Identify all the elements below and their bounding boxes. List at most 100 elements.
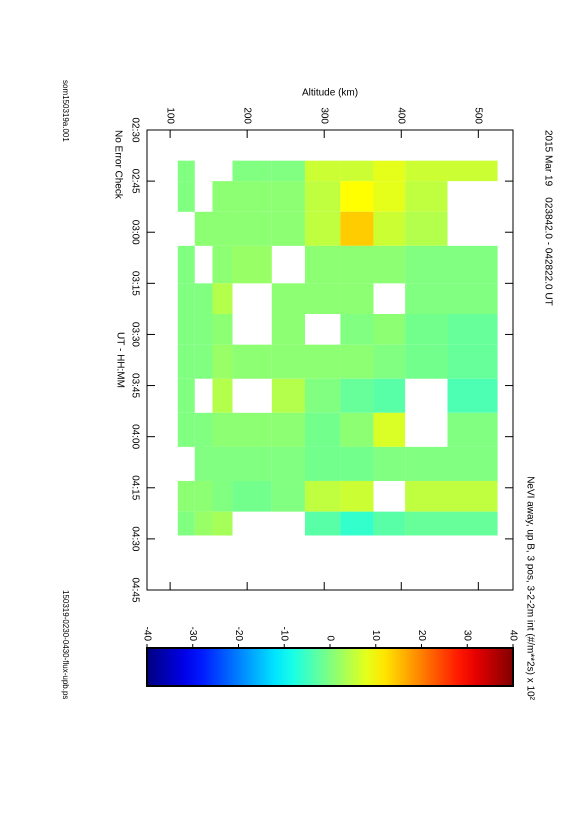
x-tick-label: 04:30 xyxy=(129,526,140,551)
heatmap-cell xyxy=(212,211,233,246)
plot-frame xyxy=(146,129,514,591)
heatmap-cell xyxy=(340,378,374,413)
heatmap-cell xyxy=(373,245,406,284)
heatmap-cell xyxy=(177,378,195,413)
heatmap-cell xyxy=(405,446,448,481)
heatmap-cell xyxy=(340,344,374,379)
heatmap-cell xyxy=(447,344,498,379)
heatmap-cell xyxy=(212,412,233,447)
heatmap-cell xyxy=(177,245,195,284)
heatmap-cell xyxy=(271,283,305,315)
heatmap-cell xyxy=(212,314,233,345)
heatmap-cell xyxy=(373,211,406,246)
heatmap-cell xyxy=(177,511,195,536)
rotated-plot: 2015 Mar 19 023842.0 - 042822.0 UT NeVI … xyxy=(61,80,553,701)
colorbar-tick-label: -30 xyxy=(187,627,198,642)
heatmap-cell xyxy=(405,480,448,512)
chart-title: 2015 Mar 19 023842.0 - 042822.0 UT xyxy=(542,130,553,306)
heatmap-cell xyxy=(340,211,374,246)
heatmap-cell xyxy=(304,480,341,512)
y-tick-label: 200 xyxy=(242,107,253,124)
heatmap-cell xyxy=(212,344,233,379)
heatmap-cell xyxy=(405,511,448,536)
heatmap-cell xyxy=(405,211,448,246)
x-tick-label: 03:45 xyxy=(129,373,140,398)
heatmap-cell xyxy=(340,412,374,447)
heatmap-cell xyxy=(373,378,406,413)
colorbar-tick-label: 40 xyxy=(507,630,518,642)
heatmap-cell xyxy=(194,211,213,246)
heatmap-cell xyxy=(405,344,448,379)
heatmap-cell xyxy=(232,181,272,212)
heatmap-cell xyxy=(271,160,305,182)
heatmap-cell xyxy=(447,378,498,413)
heatmap-cell xyxy=(304,283,341,315)
heatmap-cell xyxy=(212,283,233,315)
x-tick-label: 03:15 xyxy=(129,271,140,296)
heatmap-cell xyxy=(271,412,305,447)
x-tick-label: 03:30 xyxy=(129,322,140,347)
heatmap-cell xyxy=(194,283,213,315)
x-tick-label: 04:00 xyxy=(129,424,140,449)
x-tick-label: 02:45 xyxy=(129,169,140,194)
heatmap-cell xyxy=(194,511,213,536)
heatmap-cell xyxy=(340,160,374,182)
heatmap-cell xyxy=(405,245,448,284)
x-axis-label: UT - HH:MM xyxy=(114,332,125,388)
heatmap-cell xyxy=(340,314,374,345)
colorbar-tick-label: -40 xyxy=(141,627,152,642)
colorbar xyxy=(146,647,514,687)
heatmap-cell xyxy=(373,446,406,481)
heatmap-cell xyxy=(447,480,498,512)
x-tick-label: 03:00 xyxy=(129,220,140,245)
heatmap-cell xyxy=(232,344,272,379)
heatmap-cell xyxy=(271,480,305,512)
heatmap-cell xyxy=(304,378,341,413)
heatmap-cell xyxy=(304,211,341,246)
heatmap-cell xyxy=(447,314,498,345)
heatmap-cell xyxy=(271,344,305,379)
colorbar-tick-label: 0 xyxy=(324,635,335,641)
heatmap-cell xyxy=(447,511,498,536)
heatmap-cell xyxy=(304,511,341,536)
heatmap-cell xyxy=(373,160,406,182)
heatmap-cell xyxy=(212,378,233,413)
heatmap-cell xyxy=(177,160,195,182)
heatmap-cell xyxy=(340,480,374,512)
heatmap-cell xyxy=(340,511,374,536)
heatmap-cell xyxy=(177,412,195,447)
heatmap-cell xyxy=(340,446,374,481)
source-file: som150319a.001 xyxy=(61,80,70,142)
heatmap-cell xyxy=(194,344,213,379)
heatmap-cell xyxy=(194,446,213,481)
heatmap-cell xyxy=(447,283,498,315)
heatmap-cell xyxy=(232,160,272,182)
heatmap-cell xyxy=(177,181,195,212)
heatmap-cell xyxy=(447,412,498,447)
heatmap-cell xyxy=(405,283,448,315)
heatmap-cell xyxy=(373,344,406,379)
heatmap-cell xyxy=(271,378,305,413)
heatmap-cell xyxy=(212,480,233,512)
heatmap-cell xyxy=(177,314,195,345)
heatmap-cell xyxy=(304,412,341,447)
heatmap-cell xyxy=(373,511,406,536)
heatmap-cell xyxy=(212,245,233,284)
heatmap-cell xyxy=(194,480,213,512)
heatmap-cell xyxy=(271,181,305,212)
colorbar-tick-label: 30 xyxy=(462,630,473,642)
x-tick-label: 04:15 xyxy=(129,475,140,500)
heatmap-cell xyxy=(373,314,406,345)
heatmap-cell xyxy=(304,181,341,212)
output-file: 150319-0230-0430-flux-upb.ps xyxy=(61,590,70,699)
heatmap-cell xyxy=(212,446,233,481)
heatmap-cell xyxy=(405,181,448,212)
heatmap-cell xyxy=(340,245,374,284)
heatmap-cell xyxy=(304,245,341,284)
y-tick-label: 500 xyxy=(473,107,484,124)
y-axis-label: Altitude (km) xyxy=(302,88,358,99)
heatmap-cell xyxy=(232,480,272,512)
heatmap-cell xyxy=(212,181,233,212)
heatmap-cell xyxy=(373,412,406,447)
